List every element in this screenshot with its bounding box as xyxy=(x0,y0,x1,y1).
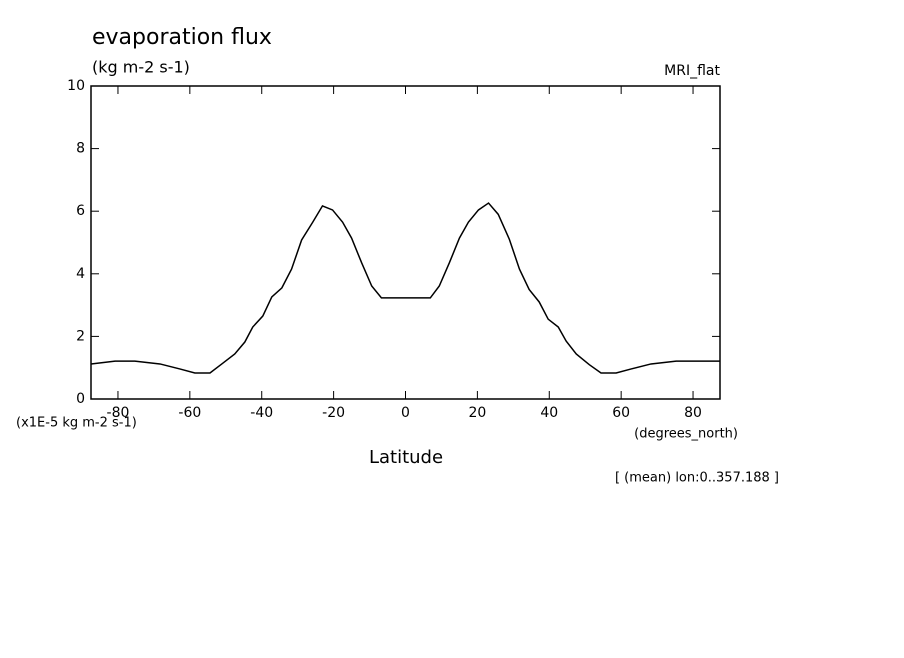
x-tick-label: 40 xyxy=(540,405,558,421)
x-tick-label: -80 xyxy=(107,405,130,421)
y-tick-label: 10 xyxy=(67,78,85,94)
plot-frame xyxy=(90,85,721,400)
y-tick-label: 8 xyxy=(76,141,85,157)
x-tick-label: -60 xyxy=(178,405,201,421)
annotation: MRI_flat xyxy=(664,63,720,79)
data-line xyxy=(90,202,720,374)
y-tick-label: 6 xyxy=(76,203,85,219)
y-unit-label: (x1E-5 kg m-2 s-1) xyxy=(16,416,137,431)
y-tick-label: 0 xyxy=(76,391,85,407)
y-tick-label: 2 xyxy=(76,328,85,344)
x-tick-label: 60 xyxy=(612,405,630,421)
x-tick-label: 80 xyxy=(684,405,702,421)
chart-subtitle: (kg m-2 s-1) xyxy=(92,58,190,77)
y-tick-label: 4 xyxy=(76,266,85,282)
footnote: [ (mean) lon:0..357.188 ] xyxy=(615,471,779,486)
x-tick-label: 0 xyxy=(401,405,410,421)
x-tick-label: -40 xyxy=(250,405,273,421)
x-axis-title: Latitude xyxy=(369,447,443,468)
chart-title: evaporation flux xyxy=(92,25,272,50)
x-unit-label: (degrees_north) xyxy=(634,427,738,442)
x-tick-label: -20 xyxy=(322,405,345,421)
x-tick-label: 20 xyxy=(468,405,486,421)
